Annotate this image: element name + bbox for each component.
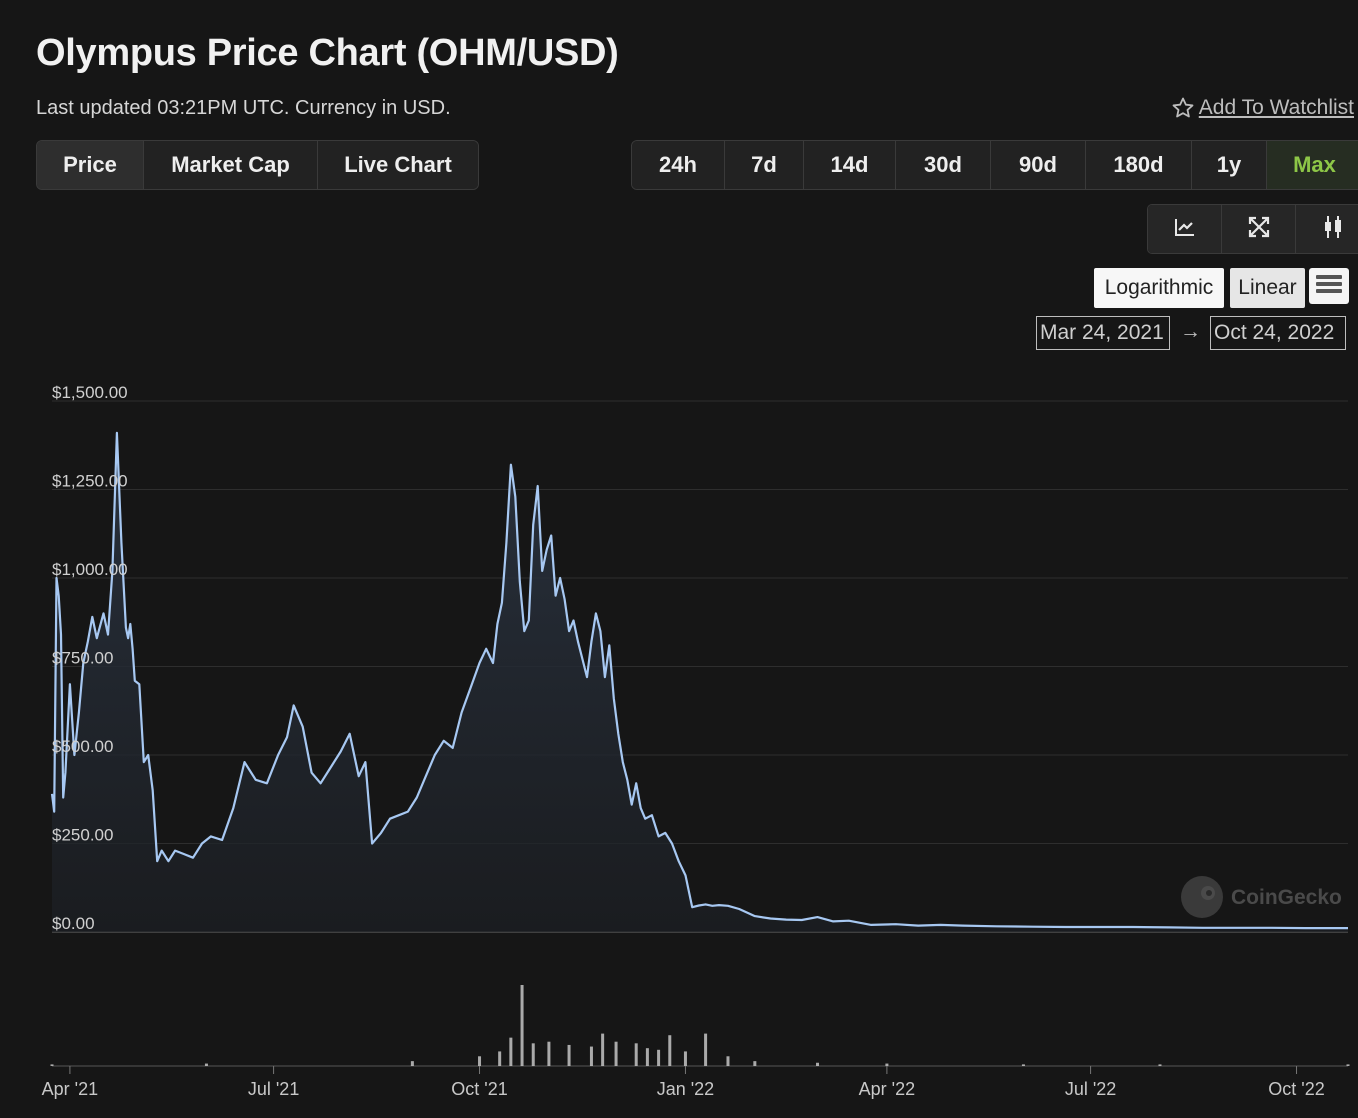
watermark-text: CoinGecko <box>1231 886 1342 909</box>
range-7d[interactable]: 7d <box>725 141 804 189</box>
volume-bar <box>531 1043 535 1066</box>
volume-bar <box>668 1035 672 1066</box>
line-chart-icon <box>1174 217 1196 242</box>
view-tabs: Price Market Cap Live Chart <box>36 140 479 190</box>
hamburger-icon <box>1315 273 1343 300</box>
volume-bar <box>601 1033 605 1066</box>
x-tick-label: Jul '21 <box>248 1079 299 1099</box>
star-icon <box>1171 96 1195 120</box>
range-30d[interactable]: 30d <box>896 141 991 189</box>
volume-bar <box>50 1064 54 1066</box>
line-chart-button[interactable] <box>1148 205 1222 253</box>
volume-bar <box>567 1044 571 1066</box>
linear-button[interactable]: Linear <box>1230 268 1305 308</box>
volume-bar <box>753 1061 757 1066</box>
volume-bar <box>1158 1064 1162 1066</box>
price-line <box>50 431 1348 930</box>
candlestick-icon <box>1322 214 1344 245</box>
tab-price[interactable]: Price <box>37 141 144 189</box>
volume-bar <box>704 1033 708 1066</box>
volume-bar <box>509 1037 513 1066</box>
volume-bar <box>1021 1064 1025 1066</box>
y-tick-label: $1,000.00 <box>52 560 128 579</box>
range-180d[interactable]: 180d <box>1086 141 1192 189</box>
volume-bar <box>498 1051 502 1066</box>
volume-bar <box>885 1063 889 1066</box>
y-tick-label: $0.00 <box>52 914 95 933</box>
volume-bar <box>520 985 524 1066</box>
y-tick-label: $750.00 <box>52 649 113 668</box>
add-to-watchlist-link[interactable]: Add To Watchlist <box>1171 96 1354 120</box>
volume-bar <box>547 1041 551 1066</box>
watchlist-label: Add To Watchlist <box>1198 96 1354 119</box>
volume-bar <box>204 1063 208 1066</box>
x-tick-label: Oct '21 <box>451 1079 507 1099</box>
fullscreen-button[interactable] <box>1222 205 1296 253</box>
volume-bar <box>1346 1064 1350 1066</box>
volume-bar <box>645 1048 649 1066</box>
volume-bar <box>634 1043 638 1066</box>
coingecko-watermark: CoinGecko <box>1181 876 1342 918</box>
x-tick-label: Apr '22 <box>859 1079 915 1099</box>
range-24h[interactable]: 24h <box>632 141 725 189</box>
volume-bar <box>657 1049 661 1066</box>
volume-bar <box>478 1056 482 1066</box>
x-tick-label: Jul '22 <box>1065 1079 1116 1099</box>
page-title: Olympus Price Chart (OHM/USD) <box>36 32 619 74</box>
chart-tools <box>1147 204 1358 254</box>
tab-live-chart[interactable]: Live Chart <box>318 141 478 189</box>
y-tick-label: $1,500.00 <box>52 383 128 402</box>
volume-bar <box>589 1046 593 1066</box>
candlestick-button[interactable] <box>1296 205 1358 253</box>
fullscreen-icon <box>1248 216 1270 243</box>
date-to-input[interactable]: Oct 24, 2022 <box>1210 316 1346 350</box>
volume-bar <box>614 1041 618 1066</box>
chart-menu-button[interactable] <box>1309 268 1349 304</box>
volume-bar <box>683 1051 687 1066</box>
range-max[interactable]: Max <box>1267 141 1358 189</box>
y-tick-label: $500.00 <box>52 737 113 756</box>
x-tick-label: Jan '22 <box>657 1079 714 1099</box>
volume-bar <box>410 1061 414 1066</box>
y-tick-label: $250.00 <box>52 826 113 845</box>
last-updated-text: Last updated 03:21PM UTC. Currency in US… <box>36 97 451 119</box>
logarithmic-button[interactable]: Logarithmic <box>1094 268 1224 308</box>
x-tick-label: Oct '22 <box>1268 1079 1324 1099</box>
tab-market-cap[interactable]: Market Cap <box>144 141 318 189</box>
x-tick-label: Apr '21 <box>42 1079 98 1099</box>
price-area <box>52 432 1348 932</box>
date-from-input[interactable]: Mar 24, 2021 <box>1036 316 1170 350</box>
range-90d[interactable]: 90d <box>991 141 1086 189</box>
coingecko-logo-icon <box>1181 876 1223 918</box>
range-tabs: 24h 7d 14d 30d 90d 180d 1y Max <box>631 140 1358 190</box>
volume-bar <box>816 1062 820 1066</box>
volume-bar <box>726 1056 730 1066</box>
y-tick-label: $1,250.00 <box>52 472 128 491</box>
range-1y[interactable]: 1y <box>1192 141 1267 189</box>
range-14d[interactable]: 14d <box>804 141 896 189</box>
date-arrow: → <box>1180 320 1201 343</box>
